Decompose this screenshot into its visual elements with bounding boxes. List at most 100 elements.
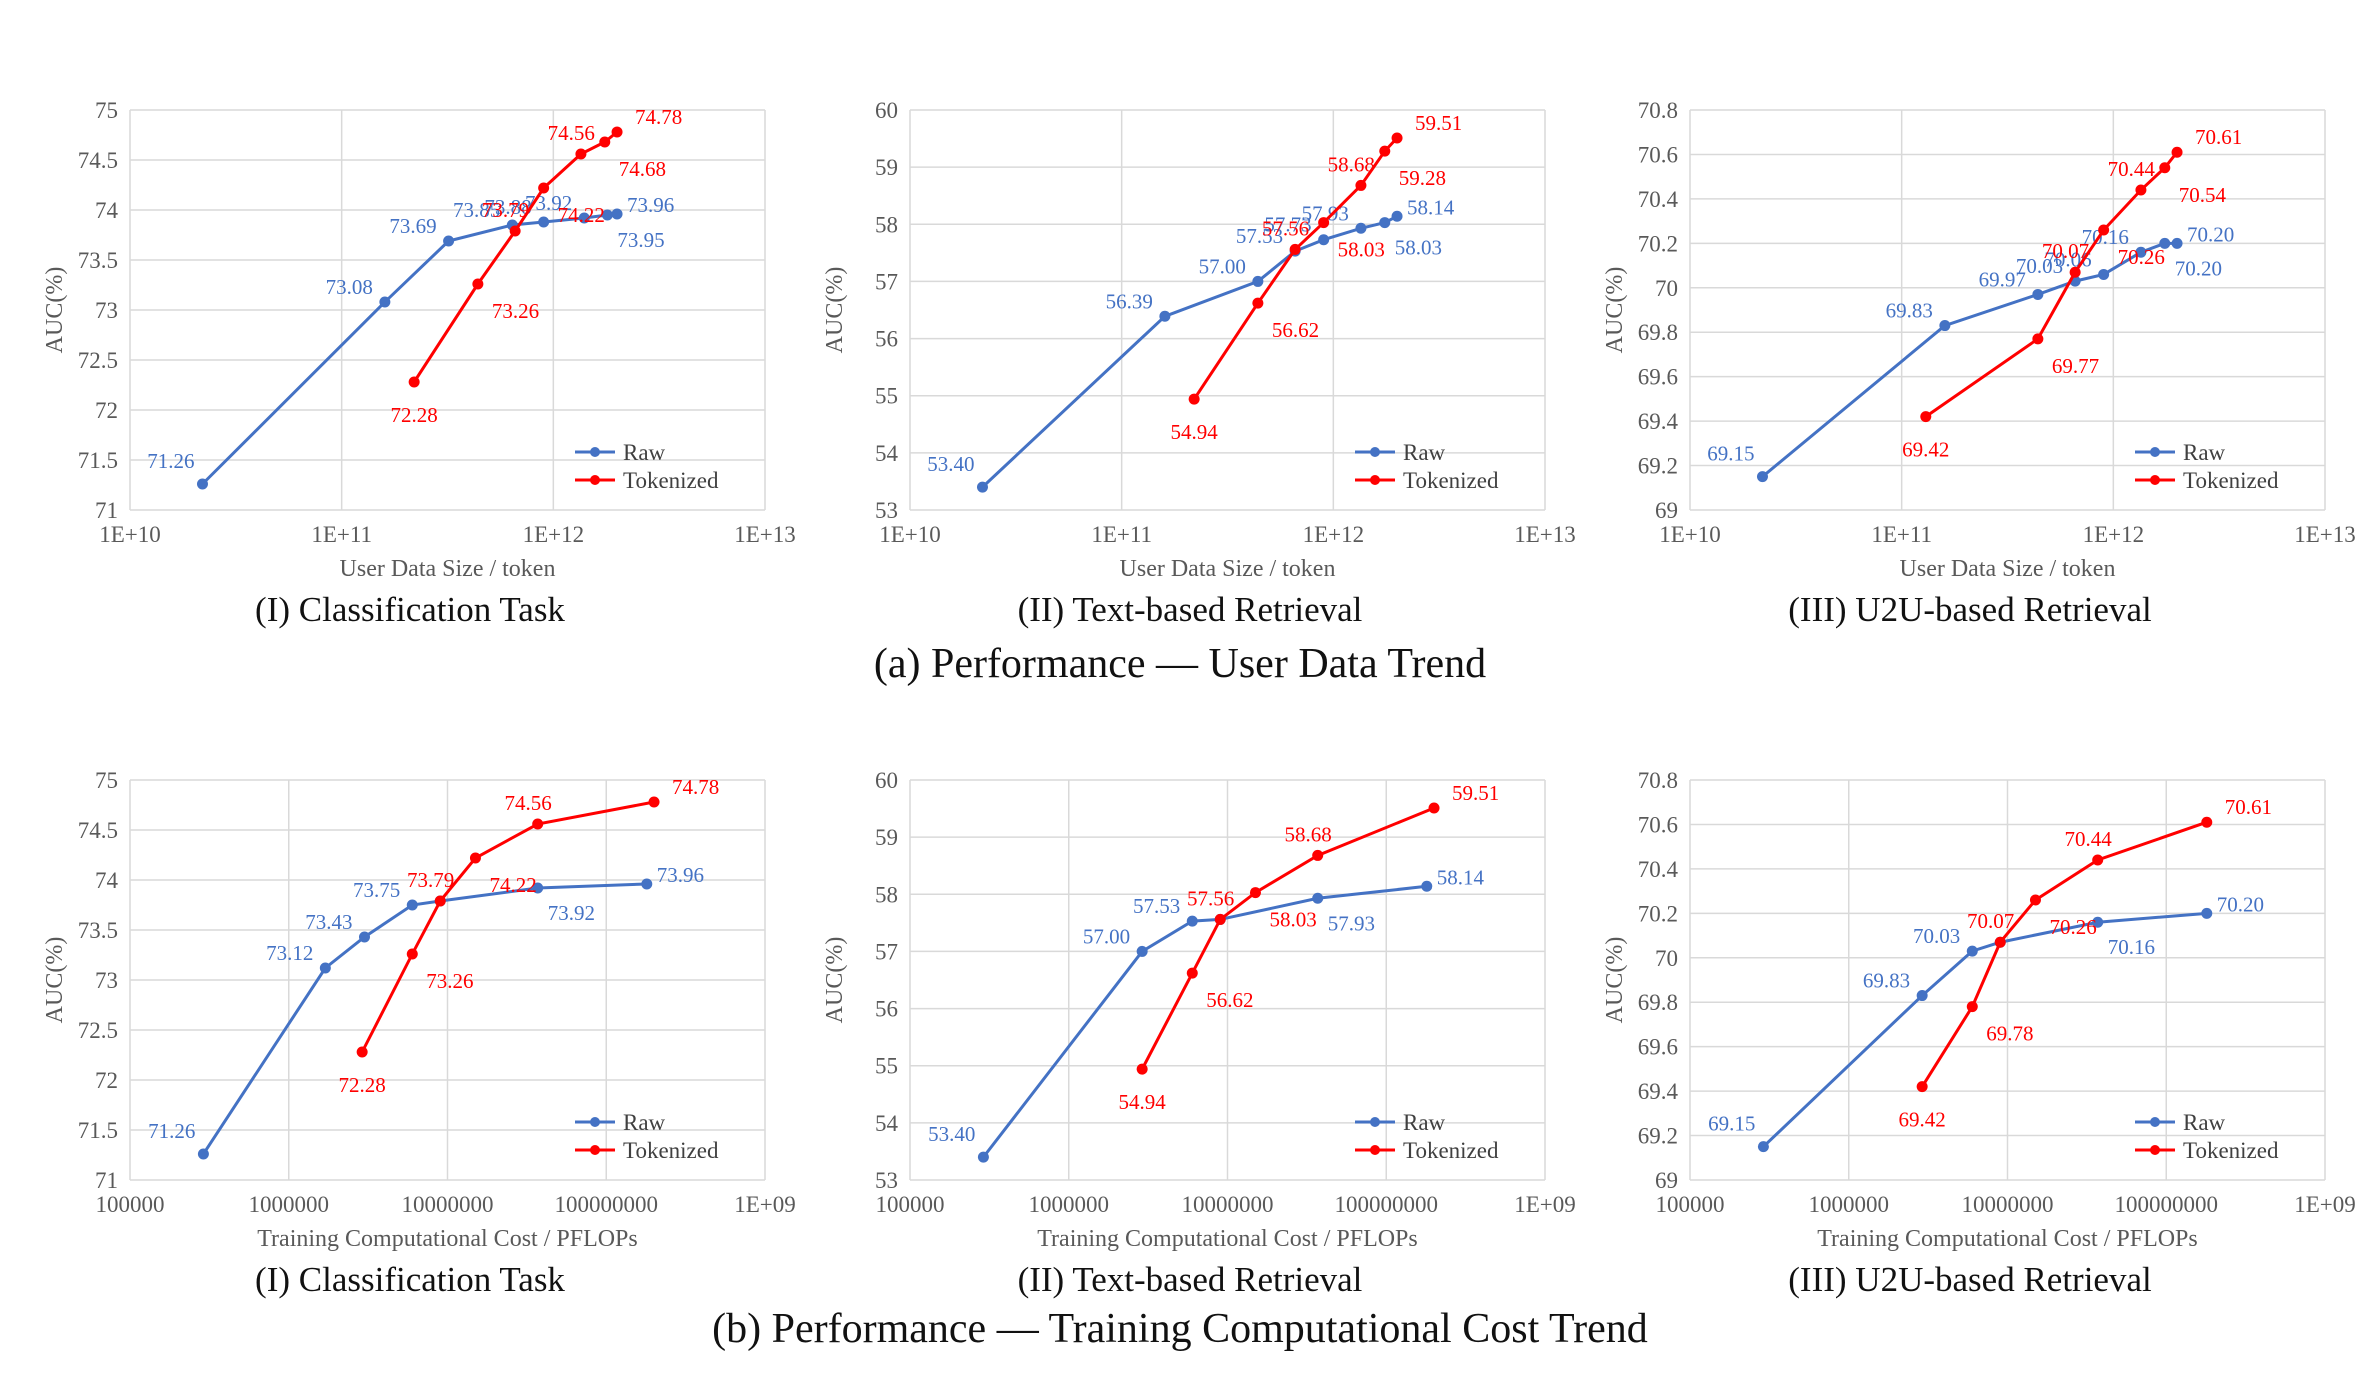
data-label: 70.20	[2187, 222, 2234, 246]
data-point-tokenized	[532, 818, 544, 830]
y-tick-label: 54	[875, 1111, 899, 1136]
chart-panel: 69 69.2 69.4 69.6 69.8 70 70.2 70.4 70.6 70.8 1E+1…	[1580, 70, 2360, 630]
data-point-raw	[1252, 275, 1264, 287]
data-point-raw	[538, 216, 550, 228]
data-label: 74.78	[635, 105, 682, 129]
legend-marker	[590, 1145, 600, 1155]
data-label: 72.28	[391, 403, 438, 427]
legend-marker	[1370, 1145, 1380, 1155]
data-label: 73.75	[353, 878, 400, 902]
data-label: 73.79	[407, 868, 454, 892]
data-label: 73.96	[657, 863, 704, 887]
y-tick-label: 69.2	[1638, 1124, 1678, 1149]
data-point-raw	[2098, 268, 2110, 280]
data-label: 72.28	[339, 1073, 386, 1097]
chart-caption: (III) U2U-based Retrieval	[1788, 1260, 2152, 1299]
legend-label: Tokenized	[2183, 1138, 2279, 1163]
legend-marker	[2150, 447, 2160, 457]
y-tick-label: 69.6	[1638, 1035, 1678, 1060]
data-label: 57.93	[1328, 911, 1375, 935]
x-tick-label: 1E+13	[2294, 522, 2356, 547]
data-point-tokenized	[472, 278, 484, 290]
chart-caption: (I) Classification Task	[255, 590, 565, 629]
legend-label: Tokenized	[1403, 468, 1499, 493]
legend-label: Raw	[1403, 440, 1446, 465]
legend-marker	[590, 1117, 600, 1127]
y-tick-label: 60	[875, 98, 898, 123]
data-label: 57.00	[1199, 254, 1246, 278]
data-label: 70.03	[1913, 924, 1960, 948]
data-point-tokenized	[469, 852, 481, 864]
x-tick-label: 100000	[1656, 1192, 1725, 1217]
data-label: 73.92	[548, 901, 595, 925]
x-tick-label: 1E+12	[2083, 522, 2145, 547]
y-tick-label: 75	[95, 768, 118, 793]
data-label: 70.26	[2049, 915, 2096, 939]
y-tick-label: 75	[95, 98, 118, 123]
x-tick-label: 10000000	[1962, 1192, 2054, 1217]
data-point-raw	[1312, 892, 1324, 904]
x-tick-label: 100000000	[1335, 1192, 1439, 1217]
data-point-raw	[611, 208, 623, 220]
data-point-tokenized	[1994, 936, 2006, 948]
data-label: 70.03	[2016, 254, 2063, 278]
data-point-tokenized	[2135, 184, 2147, 196]
data-point-tokenized	[648, 796, 660, 808]
data-point-raw	[406, 899, 418, 911]
y-tick-label: 72	[95, 398, 118, 423]
chart-caption: (II) Text-based Retrieval	[1017, 1260, 1363, 1299]
chart-panel: 71 71.5 72 72.5 73 73.5 74 74.5 75 100000 1000000 1…	[20, 740, 800, 1300]
data-point-tokenized	[1312, 849, 1324, 861]
y-tick-label: 70.6	[1638, 142, 1678, 167]
y-tick-label: 71.5	[78, 448, 118, 473]
data-point-raw	[601, 209, 613, 221]
y-tick-label: 72.5	[78, 1018, 118, 1043]
data-label: 73.26	[492, 299, 539, 323]
y-tick-label: 73	[95, 968, 118, 993]
data-label: 73.96	[627, 193, 674, 217]
data-label: 58.03	[1338, 238, 1385, 262]
y-tick-label: 69	[1655, 498, 1678, 523]
data-point-raw	[358, 931, 370, 943]
row-caption-b: (b) Performance — Training Computational…	[712, 1306, 1648, 1352]
data-point-raw	[2171, 237, 2183, 249]
y-tick-label: 57	[875, 269, 898, 294]
y-tick-label: 58	[875, 212, 898, 237]
x-axis-label: Training Computational Cost / PFLOPs	[257, 1226, 638, 1252]
data-label: 57.53	[1133, 894, 1180, 918]
x-axis-label: Training Computational Cost / PFLOPs	[1037, 1226, 1418, 1252]
y-tick-label: 70.2	[1638, 231, 1678, 256]
data-point-tokenized	[2159, 162, 2171, 174]
data-label: 59.51	[1452, 781, 1499, 805]
x-tick-label: 1E+11	[311, 522, 372, 547]
data-point-tokenized	[538, 182, 550, 194]
data-point-tokenized	[1379, 145, 1391, 157]
data-point-tokenized	[509, 225, 521, 237]
data-label: 71.26	[147, 449, 194, 473]
x-tick-label: 1E+11	[1091, 522, 1152, 547]
data-label: 57.00	[1083, 924, 1130, 948]
legend-marker	[1370, 475, 1380, 485]
y-tick-label: 73.5	[78, 248, 118, 273]
data-point-raw	[1355, 222, 1367, 234]
data-point-tokenized	[1428, 802, 1440, 814]
y-tick-label: 70.8	[1638, 98, 1678, 123]
data-label: 73.88	[484, 195, 531, 219]
data-label: 56.62	[1206, 988, 1253, 1012]
data-point-raw	[197, 1148, 209, 1160]
data-label: 58.14	[1407, 195, 1455, 219]
x-tick-label: 10000000	[402, 1192, 494, 1217]
data-point-tokenized	[2069, 266, 2081, 278]
series-line-raw	[1761, 241, 2178, 478]
data-point-tokenized	[1289, 243, 1301, 255]
data-label: 54.94	[1119, 1090, 1167, 1114]
chart-svg: 69 69.2 69.4 69.6 69.8 70 70.2 70.4 70.6 70.8 1E+1…	[1602, 98, 2356, 582]
data-point-tokenized	[1249, 887, 1261, 899]
chart-panel: 69 69.2 69.4 69.6 69.8 70 70.2 70.4 70.6 70.8 1000…	[1580, 740, 2360, 1300]
y-tick-label: 71	[95, 1168, 118, 1193]
legend-label: Raw	[2183, 440, 2226, 465]
data-label: 73.12	[266, 941, 313, 965]
data-label: 69.83	[1863, 969, 1910, 993]
x-tick-label: 100000	[876, 1192, 945, 1217]
